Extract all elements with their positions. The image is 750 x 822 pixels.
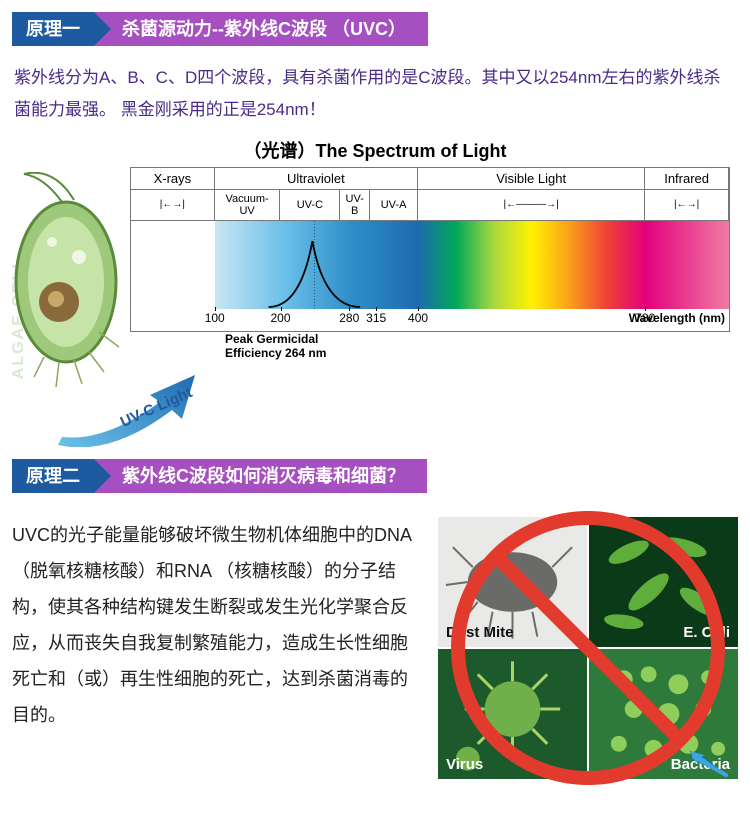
tick-label: 280 <box>339 311 359 325</box>
band-label: Ultraviolet <box>215 168 418 189</box>
sub-band-label: |←→| <box>131 190 215 220</box>
section1-header: 原理一 杀菌源动力--紫外线C波段 （UVC） <box>12 12 738 46</box>
spectrum-bar <box>131 221 729 309</box>
band-label: Visible Light <box>418 168 645 189</box>
band-labels-sub: |←→|Vacuum- UVUV-CUV- BUV-A|←———→||←→| <box>131 190 729 221</box>
microbe-label: Virus <box>446 756 483 773</box>
band-label: Infrared <box>645 168 729 189</box>
microbe-cell: Virus <box>438 649 587 779</box>
spectrum-segment <box>645 221 729 309</box>
peak-germicidal-label: Peak Germicidal Efficiency 264 nm <box>130 332 326 360</box>
sub-band-label: UV-C <box>280 190 340 220</box>
microbe-cell: Dust Mite <box>438 517 587 647</box>
wavelength-ticks: Wavelength (nm) 100200280315400780 <box>131 311 729 331</box>
sub-band-label: UV- B <box>340 190 370 220</box>
section1-badge: 原理一 <box>12 12 94 46</box>
sub-band-label: |←———→| <box>418 190 645 220</box>
microbe-label: E. Coli <box>683 624 730 641</box>
spectrum-diagram: （光谱）The Spectrum of Light ALGAE CELL X-r… <box>10 137 740 447</box>
band-label: X-rays <box>131 168 215 189</box>
tick-label: 780 <box>635 311 655 325</box>
section2-text: UVC的光子能量能够破坏微生物机体细胞中的DNA（脱氧核糖核酸）和RNA （核糖… <box>12 517 422 779</box>
section2-body: UVC的光子能量能够破坏微生物机体细胞中的DNA（脱氧核糖核酸）和RNA （核糖… <box>0 503 750 779</box>
tick-label: 400 <box>408 311 428 325</box>
section2-badge: 原理二 <box>12 459 94 493</box>
section1-intro: 紫外线分为A、B、C、D四个波段，具有杀菌作用的是C波段。其中又以254nm左右… <box>0 56 750 137</box>
section1-title: 杀菌源动力--紫外线C波段 （UVC） <box>94 12 428 46</box>
tick-label: 100 <box>205 311 225 325</box>
spectrum-box: X-raysUltravioletVisible LightInfrared |… <box>130 167 730 332</box>
pointer-arrow-icon <box>688 749 728 777</box>
sub-band-label: |←→| <box>645 190 729 220</box>
tick-label: 315 <box>366 311 386 325</box>
spectrum-segment <box>418 221 645 309</box>
spectrum-segment <box>131 221 215 309</box>
sub-band-label: Vacuum- UV <box>215 190 281 220</box>
section2-title: 紫外线C波段如何消灭病毒和细菌？ <box>94 459 427 493</box>
sub-band-label: UV-A <box>370 190 418 220</box>
section2-header: 原理二 紫外线C波段如何消灭病毒和细菌？ <box>12 459 738 493</box>
microbe-cell: E. Coli <box>589 517 738 647</box>
tick-label: 200 <box>270 311 290 325</box>
spectrum-title: （光谱）The Spectrum of Light <box>10 137 740 163</box>
spectrum-segment <box>215 221 418 309</box>
band-labels-top: X-raysUltravioletVisible LightInfrared <box>131 168 729 190</box>
microbe-grid: Dust MiteE. ColiVirusBacteria <box>438 517 738 779</box>
microbe-label: Dust Mite <box>446 624 514 641</box>
